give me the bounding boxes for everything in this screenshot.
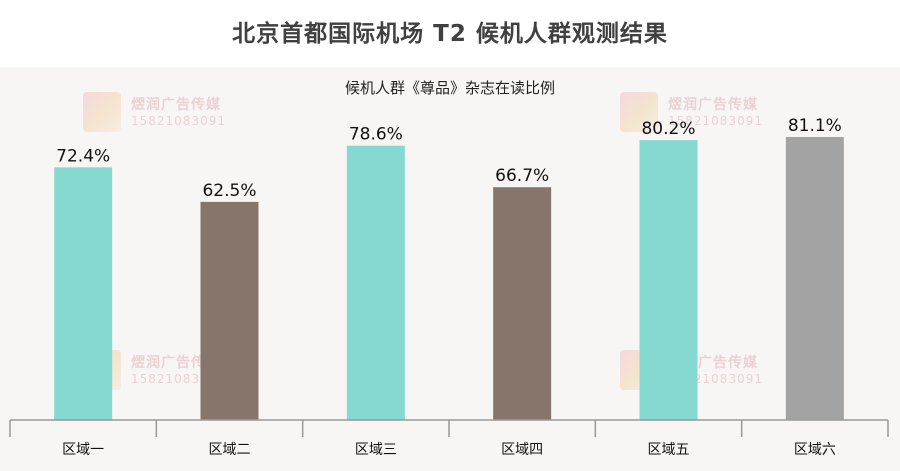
data-label: 80.2% <box>641 119 695 139</box>
watermark-phone: 15821083091 <box>131 114 226 128</box>
data-label: 72.4% <box>56 146 110 166</box>
chart-title: 北京首都国际机场 T2 候机人群观测结果 <box>232 21 668 47</box>
watermark-name: 熤润广告传媒 <box>131 97 221 113</box>
data-label: 62.5% <box>202 181 256 201</box>
bar <box>54 167 113 420</box>
bar <box>493 187 552 420</box>
category-tick-label: 区域三 <box>355 442 397 458</box>
bar <box>639 140 698 421</box>
chart-panel <box>0 67 900 471</box>
data-label: 81.1% <box>788 116 842 136</box>
bar <box>785 136 844 420</box>
bar <box>200 201 259 420</box>
watermark-phone: 15821083091 <box>668 114 763 128</box>
watermark-logo-icon <box>620 92 658 132</box>
data-label: 78.6% <box>349 125 403 145</box>
category-tick-label: 区域四 <box>501 442 543 458</box>
watermark-name: 熤润广告传媒 <box>131 355 221 371</box>
data-label: 66.7% <box>495 166 549 186</box>
category-tick-label: 区域六 <box>794 442 836 458</box>
category-tick-label: 区域五 <box>648 442 690 458</box>
watermark-logo-icon <box>83 92 121 132</box>
chart-subtitle: 候机人群《尊品》杂志在读比例 <box>344 79 555 97</box>
bar <box>346 145 405 420</box>
category-tick-label: 区域一 <box>62 442 104 458</box>
category-tick-label: 区域二 <box>209 442 251 458</box>
watermark-name: 熤润广告传媒 <box>668 97 758 113</box>
